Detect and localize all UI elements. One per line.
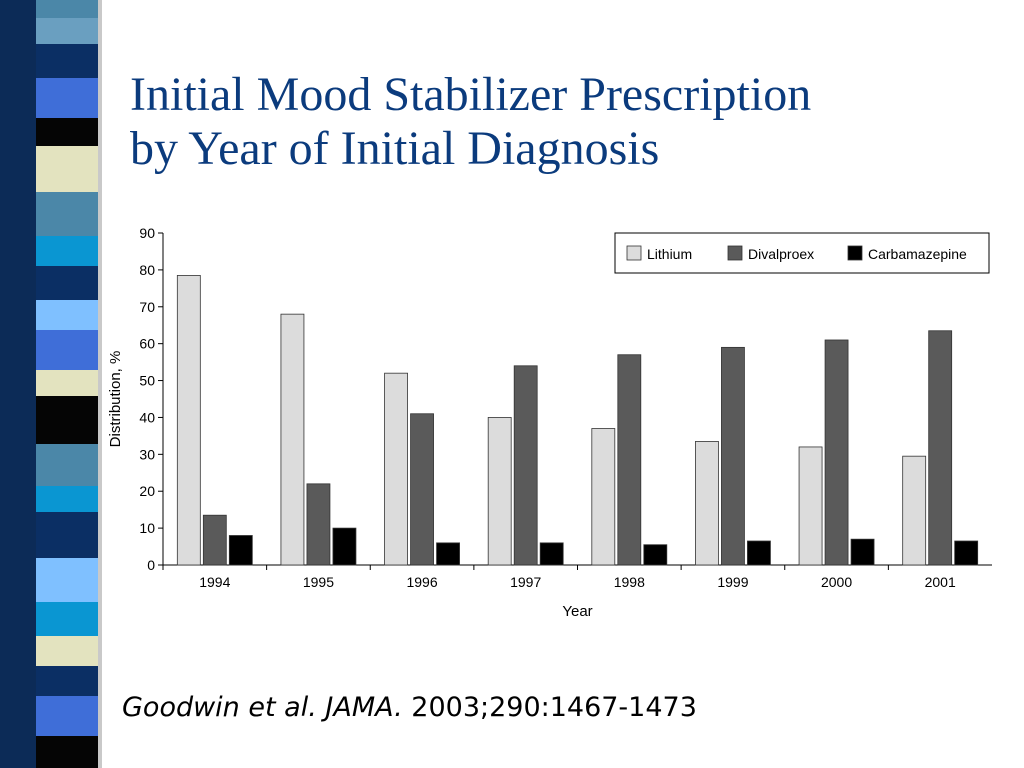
bar-lithium-2001 xyxy=(902,455,927,566)
legend-swatch-divalproex xyxy=(727,245,743,261)
bar-divalproex-2000 xyxy=(824,339,849,566)
slide-title: Initial Mood Stabilizer Prescription by … xyxy=(130,68,1010,176)
citation-authors: Goodwin et al. xyxy=(122,692,317,723)
x-axis-title: Year xyxy=(562,603,592,620)
bar-carbamazepine-2000 xyxy=(850,538,875,566)
y-tick-label: 50 xyxy=(139,373,155,389)
bar-divalproex-1995 xyxy=(306,483,331,566)
bar-carbamazepine-1999 xyxy=(747,540,771,566)
x-tick-label: 1994 xyxy=(199,574,230,590)
x-tick-label: 2001 xyxy=(925,574,956,590)
citation-reference: 2003;290:1467-1473 xyxy=(411,692,697,723)
legend-box xyxy=(614,232,990,274)
bar-lithium-2000 xyxy=(798,446,823,566)
legend-swatch-lithium xyxy=(626,245,642,261)
x-tick-label: 2000 xyxy=(821,574,852,590)
y-tick-label: 10 xyxy=(139,520,155,536)
bar-carbamazepine-2001 xyxy=(954,540,979,566)
bar-carbamazepine-1994 xyxy=(228,535,253,566)
bar-divalproex-1996 xyxy=(410,413,434,566)
y-tick-label: 60 xyxy=(139,336,155,352)
y-axis-title: Distribution, % xyxy=(107,351,124,448)
bar-chart-panel: 0 10 20 30 40 50 60 70 80 90 Distribution, % 1994 19… xyxy=(102,220,994,622)
decorative-stripe-bar xyxy=(0,0,120,768)
bar-divalproex-1999 xyxy=(721,346,745,566)
bar-carbamazepine-1995 xyxy=(332,527,357,566)
x-tick-label: 1995 xyxy=(303,574,334,590)
y-tick-label: 80 xyxy=(139,262,155,278)
bar-carbamazepine-1996 xyxy=(436,542,460,566)
bar-divalproex-2001 xyxy=(928,330,953,566)
slide-title-line-1: Initial Mood Stabilizer Prescription xyxy=(130,68,812,121)
bar-lithium-1996 xyxy=(384,372,408,566)
bar-lithium-1995 xyxy=(280,313,305,566)
bar-lithium-1998 xyxy=(591,428,616,566)
bar-chart: 0 10 20 30 40 50 60 70 80 90 Distribution, % 1994 19… xyxy=(107,225,992,620)
y-tick-label: 30 xyxy=(139,446,155,462)
legend-label-carbamazepine: Carbamazepine xyxy=(868,246,967,262)
bar-lithium-1997 xyxy=(487,417,512,566)
bar-divalproex-1997 xyxy=(513,365,538,566)
legend-label-lithium: Lithium xyxy=(647,246,692,262)
bar-carbamazepine-1997 xyxy=(539,542,564,566)
x-tick-label: 1998 xyxy=(614,574,645,590)
x-tick-label: 1996 xyxy=(406,574,437,590)
y-tick-label: 40 xyxy=(139,409,155,425)
bar-lithium-1994 xyxy=(176,275,201,566)
slide-title-line-2: by Year of Initial Diagnosis xyxy=(130,122,660,175)
y-tick-label: 20 xyxy=(139,483,155,499)
bar-divalproex-1994 xyxy=(202,514,227,566)
y-tick-label: 0 xyxy=(147,557,155,573)
bar-carbamazepine-1998 xyxy=(643,544,668,566)
y-tick-label: 70 xyxy=(139,299,155,315)
x-tick-label: 1999 xyxy=(717,574,748,590)
x-tick-label: 1997 xyxy=(510,574,541,590)
legend-swatch-carbamazepine xyxy=(847,245,863,261)
legend-label-divalproex: Divalproex xyxy=(748,246,814,262)
bar-divalproex-1998 xyxy=(617,354,642,566)
citation-journal: JAMA. xyxy=(325,692,403,723)
citation: Goodwin et al. JAMA. 2003;290:1467-1473 xyxy=(122,692,1002,723)
bar-lithium-1999 xyxy=(695,441,719,566)
y-tick-label: 90 xyxy=(139,225,155,241)
